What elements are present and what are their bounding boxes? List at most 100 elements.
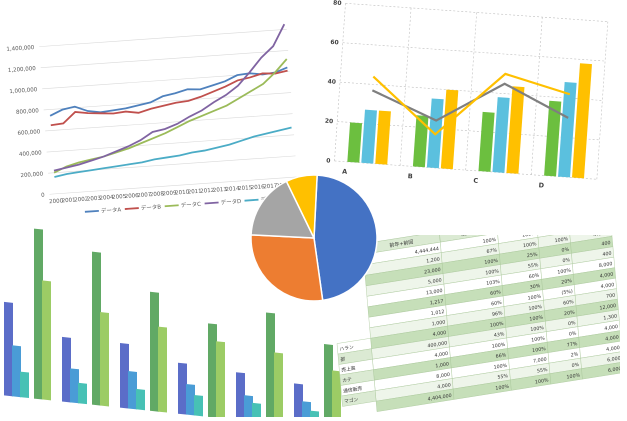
- series-line: [50, 69, 288, 127]
- cell-value: 60%: [490, 289, 501, 297]
- bar: [375, 110, 391, 165]
- cell-value: 100%: [523, 241, 537, 249]
- bar: [274, 352, 283, 421]
- x-tick-label: 2009: [162, 190, 177, 197]
- cell-value: 60%: [563, 299, 574, 307]
- bar: [544, 100, 562, 177]
- legend-swatch: [164, 204, 179, 208]
- bar: [572, 63, 592, 179]
- grouped-bar-chart-panel: [0, 200, 360, 421]
- cell-value: 4,000: [606, 345, 620, 353]
- cell-value: 7,000: [533, 356, 547, 364]
- cell-value: 4,000: [605, 334, 619, 342]
- header-label: 前年+前回: [389, 238, 413, 249]
- cell-value: 4,000: [432, 330, 446, 338]
- x-tick-label: A: [342, 168, 348, 176]
- y-tick-label: 1,200,000: [8, 66, 37, 74]
- cell-value: 1,012: [431, 309, 445, 317]
- cell-value: 100%: [490, 321, 504, 329]
- bar: [128, 371, 137, 410]
- x-tick-label: 2001: [62, 197, 76, 204]
- cell-value: 0%: [571, 362, 579, 369]
- bar: [332, 370, 341, 421]
- cell-value: 67%: [486, 247, 497, 255]
- bar: [78, 382, 87, 405]
- bar: [120, 343, 129, 409]
- bar: [310, 410, 319, 421]
- gridline: [45, 113, 293, 132]
- pie-slice: [250, 234, 324, 302]
- y-tick-label: 80: [333, 0, 342, 7]
- combo-chart-panel: 0 20 40 60 80 A B C D: [308, 0, 623, 240]
- legend-label: データC: [180, 200, 201, 209]
- bar: [136, 388, 145, 411]
- x-tick-label: 2007: [137, 192, 152, 199]
- bar: [478, 111, 495, 172]
- x-tick-label: 2002: [74, 197, 88, 204]
- y-tick-label: 60: [330, 39, 339, 47]
- y-tick-label: 1,400,000: [6, 45, 35, 53]
- grouped-bar-plot: [4, 228, 341, 421]
- cell-value: 4,404,000: [427, 393, 452, 403]
- bar: [266, 312, 275, 421]
- row-label: ハラン: [339, 344, 354, 352]
- combo-chart: 0 20 40 60 80 A B C D: [325, 0, 609, 190]
- plot-area: [334, 3, 608, 180]
- x-tick-label: 2016: [251, 184, 266, 191]
- cell-value: 100%: [531, 335, 545, 343]
- legend-label: データA: [101, 205, 122, 214]
- cell-value: 8,000: [436, 372, 450, 380]
- row-label-cell: [341, 390, 377, 407]
- spreadsheet-grid: 前年+前回前期末前年比前年計画4,444,444100%100%100%47,0…: [336, 204, 625, 412]
- cell-value: 100%: [529, 314, 543, 322]
- cell-value: 100%: [485, 268, 499, 276]
- bar: [236, 372, 245, 421]
- cell-value: 100%: [493, 363, 507, 371]
- row-label: 部: [340, 355, 346, 363]
- bar: [216, 341, 225, 419]
- cell-value: 103%: [486, 279, 500, 287]
- cell-value: 30%: [529, 283, 540, 291]
- bar: [100, 312, 109, 407]
- cell-value: 100%: [554, 236, 568, 244]
- x-tick-label: 2000: [49, 198, 64, 205]
- bar: [158, 326, 167, 413]
- cell-value: 20%: [561, 278, 572, 286]
- cell-value: 0%: [561, 247, 569, 254]
- cell-value: 96%: [492, 310, 503, 318]
- cell-value: 55%: [528, 262, 539, 270]
- cell-value: 60%: [529, 273, 540, 281]
- bar: [506, 86, 525, 174]
- legend-label: データD: [220, 197, 241, 206]
- cell-value: 2%: [571, 351, 579, 358]
- cell-value: 77%: [567, 341, 578, 349]
- series-line: [54, 126, 292, 178]
- series-line: [372, 72, 571, 136]
- cell-value: 13,000: [426, 288, 443, 297]
- x-tick-label: 2013: [213, 187, 228, 194]
- row-label: マゴン: [344, 396, 359, 405]
- cell-value: 55%: [537, 367, 548, 375]
- y-tick-label: 1,000,000: [9, 87, 38, 95]
- pie-chart-panel: [246, 170, 386, 305]
- bar: [361, 109, 377, 164]
- cell-value: 100%: [535, 377, 549, 385]
- bar: [12, 345, 21, 398]
- x-tick-label: 2012: [200, 188, 214, 195]
- bar: [194, 394, 203, 417]
- pie-slice: [285, 174, 318, 239]
- cell-value: 5,000: [428, 277, 442, 285]
- cell-value: 55%: [497, 373, 508, 381]
- y-tick-label: 600,000: [17, 129, 41, 137]
- bar: [20, 371, 29, 399]
- cell-value: 100%: [566, 372, 580, 380]
- cell-value: 100%: [484, 258, 498, 266]
- bar: [294, 383, 303, 421]
- bar: [4, 301, 13, 397]
- bar: [62, 336, 71, 403]
- cell-value: 100%: [482, 237, 496, 245]
- bar: [186, 383, 195, 416]
- bar: [208, 323, 217, 418]
- pie-slice: [250, 180, 316, 239]
- x-tick-label: 2005: [112, 194, 127, 201]
